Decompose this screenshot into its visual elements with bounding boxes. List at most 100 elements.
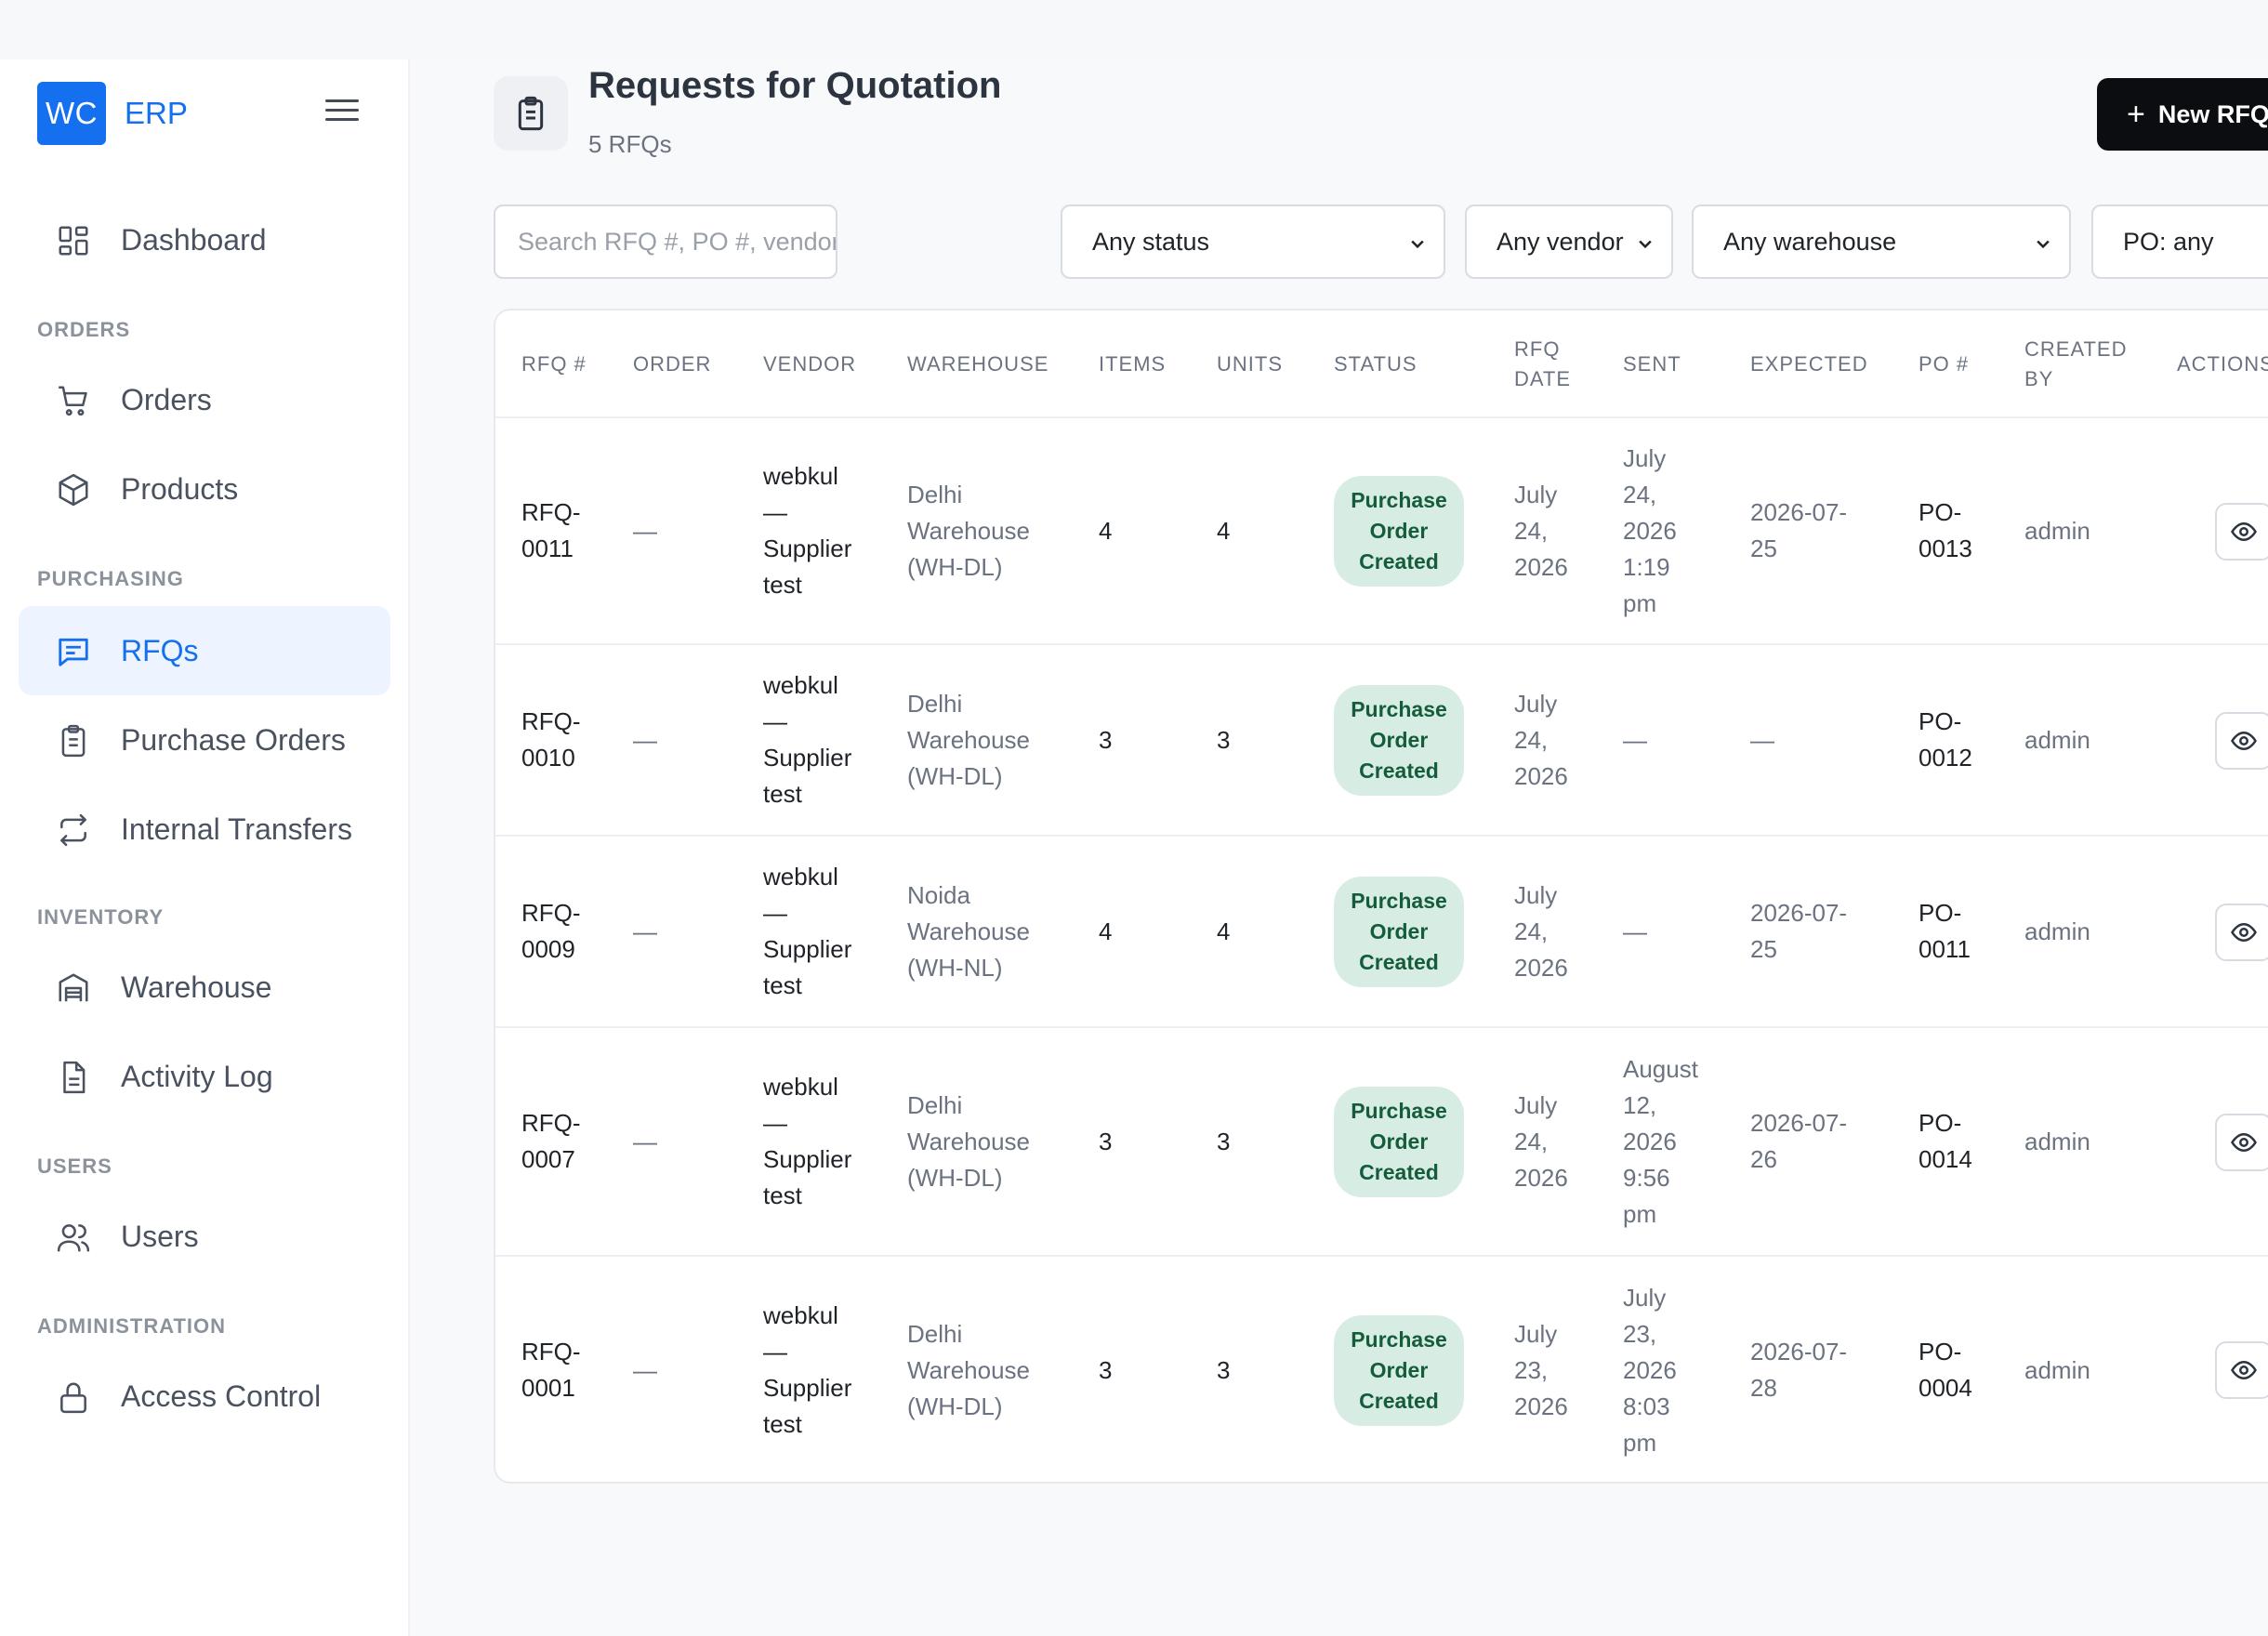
brand-logo: WC	[37, 82, 106, 145]
po-cell[interactable]: PO-0011	[1919, 899, 1971, 963]
column-header-actions: ACTIONS	[2177, 352, 2268, 376]
sidebar-item-label: Orders	[121, 382, 212, 416]
items-cell: 4	[1099, 917, 1113, 945]
sent-cell: —	[1623, 725, 1647, 754]
sidebar-item-internal-transfers[interactable]: Internal Transfers	[19, 785, 390, 874]
warehouse-cell: Delhi Warehouse (WH-DL)	[907, 689, 1030, 790]
sidebar-item-orders[interactable]: Orders	[19, 355, 390, 444]
sidebar-item-rfqs[interactable]: RFQs	[19, 606, 390, 695]
table-row[interactable]: RFQ-0007 — webkul — Supplier test Delhi …	[495, 1028, 2268, 1257]
po-cell[interactable]: PO-0004	[1919, 1338, 1972, 1402]
view-button[interactable]	[2215, 503, 2268, 561]
rfq-number[interactable]: RFQ-0009	[521, 899, 581, 963]
created-by-cell: admin	[2024, 516, 2090, 545]
new-rfq-button[interactable]: + New RFQ	[2097, 78, 2268, 151]
sidebar-item-activity-log[interactable]: Activity Log	[19, 1032, 390, 1121]
main-content: Requests for Quotation 5 RFQs + New RFQ …	[410, 59, 2268, 1636]
column-header-warehouse[interactable]: WAREHOUSE	[907, 352, 1049, 376]
column-header-po[interactable]: PO #	[1919, 352, 1970, 376]
order-cell: —	[633, 516, 657, 545]
column-header-vendor[interactable]: VENDOR	[763, 352, 857, 376]
column-header-expected[interactable]: EXPECTED	[1750, 352, 1868, 376]
status-filter-value: Any status	[1092, 227, 1210, 256]
table-row[interactable]: RFQ-0009 — webkul — Supplier test Noida …	[495, 837, 2268, 1028]
brand[interactable]: WC ERP	[37, 82, 188, 145]
column-header-rfq-date[interactable]: RFQ DATE	[1514, 337, 1572, 390]
vendor-cell: webkul — Supplier test	[763, 1073, 852, 1209]
table-row[interactable]: RFQ-0011 — webkul — Supplier test Delhi …	[495, 418, 2268, 645]
rfq-date-cell: July 24, 2026	[1514, 689, 1568, 790]
items-cell: 4	[1099, 516, 1113, 545]
vendor-cell: webkul — Supplier test	[763, 863, 852, 999]
sidebar-item-purchase-orders[interactable]: Purchase Orders	[19, 695, 390, 785]
vendor-filter-select[interactable]: Any vendor	[1465, 204, 1673, 279]
nav-section-inventory: INVENTORY	[37, 905, 165, 929]
table-row[interactable]: RFQ-0001 — webkul — Supplier test Delhi …	[495, 1257, 2268, 1482]
rfq-count: 5 RFQs	[588, 130, 672, 158]
units-cell: 3	[1217, 1355, 1231, 1384]
eye-icon	[2231, 1132, 2257, 1153]
column-header-items[interactable]: ITEMS	[1099, 352, 1167, 376]
chevron-down-icon	[1639, 240, 1652, 249]
status-filter-select[interactable]: Any status	[1061, 204, 1445, 279]
table-row[interactable]: RFQ-0010 — webkul — Supplier test Delhi …	[495, 645, 2268, 837]
sidebar-item-products[interactable]: Products	[19, 444, 390, 534]
eye-icon	[2231, 1360, 2257, 1380]
warehouse-filter-value: Any warehouse	[1723, 227, 1897, 256]
units-cell: 3	[1217, 725, 1231, 754]
menu-toggle-icon[interactable]	[325, 97, 361, 125]
sidebar-item-users[interactable]: Users	[19, 1192, 390, 1281]
page-icon	[494, 76, 568, 151]
column-header-status[interactable]: STATUS	[1334, 352, 1418, 376]
vendor-cell: webkul — Supplier test	[763, 462, 852, 599]
warehouse-cell: Delhi Warehouse (WH-DL)	[907, 480, 1030, 581]
items-cell: 3	[1099, 1355, 1113, 1384]
sidebar: WC ERP Dashboard ORDERS Orders Products …	[0, 59, 410, 1636]
view-button[interactable]	[2215, 712, 2268, 770]
users-icon	[57, 1224, 90, 1252]
browser-top-strip	[0, 0, 2268, 59]
table-header: RFQ # ORDER VENDOR WAREHOUSE ITEMS UNITS…	[495, 310, 2268, 418]
nav-section-administration: ADMINISTRATION	[37, 1314, 227, 1338]
rfq-date-cell: July 24, 2026	[1514, 1090, 1568, 1192]
nav-section-users: USERS	[37, 1154, 112, 1178]
sidebar-item-warehouse[interactable]: Warehouse	[19, 943, 390, 1032]
po-cell[interactable]: PO-0014	[1919, 1109, 1972, 1173]
vendor-cell: webkul — Supplier test	[763, 671, 852, 808]
sidebar-item-access-control[interactable]: Access Control	[19, 1352, 390, 1441]
rfq-number[interactable]: RFQ-0001	[521, 1338, 581, 1402]
sidebar-item-label: Access Control	[121, 1379, 322, 1413]
brand-name: ERP	[125, 96, 188, 130]
view-button[interactable]	[2215, 1114, 2268, 1171]
clipboard-icon	[518, 96, 544, 131]
warehouse-cell: Delhi Warehouse (WH-DL)	[907, 1319, 1030, 1420]
column-header-order[interactable]: ORDER	[633, 352, 712, 376]
column-header-units[interactable]: UNITS	[1217, 352, 1283, 376]
po-cell[interactable]: PO-0012	[1919, 707, 1972, 772]
sent-cell: July 23, 2026 8:03 pm	[1623, 1283, 1677, 1457]
message-icon	[59, 638, 88, 666]
po-cell[interactable]: PO-0013	[1919, 498, 1972, 562]
order-cell: —	[633, 725, 657, 754]
sidebar-item-label: Users	[121, 1219, 199, 1253]
search-input[interactable]: Search RFQ #, PO #, vendor, product, SKU…	[494, 204, 837, 279]
column-header-sent[interactable]: SENT	[1623, 352, 1681, 376]
search-placeholder: Search RFQ #, PO #, vendor, product, SKU…	[518, 227, 837, 256]
sidebar-item-dashboard[interactable]: Dashboard	[19, 195, 390, 284]
rfq-number[interactable]: RFQ-0010	[521, 707, 581, 772]
sent-cell: July 24, 2026 1:19 pm	[1623, 443, 1677, 617]
po-filter-select[interactable]: PO: any	[2091, 204, 2268, 279]
view-button[interactable]	[2215, 1341, 2268, 1399]
rfq-number[interactable]: RFQ-0011	[521, 498, 581, 562]
column-header-created-by[interactable]: CREATED BY	[2024, 337, 2128, 390]
view-button[interactable]	[2215, 904, 2268, 961]
warehouse-cell: Noida Warehouse (WH-NL)	[907, 880, 1030, 982]
warehouse-filter-select[interactable]: Any warehouse	[1692, 204, 2071, 279]
rfq-date-cell: July 24, 2026	[1514, 880, 1568, 982]
created-by-cell: admin	[2024, 1355, 2090, 1384]
expected-cell: 2026-07-25	[1750, 899, 1848, 963]
transfer-icon	[60, 813, 86, 847]
column-header-rfq[interactable]: RFQ #	[521, 352, 587, 376]
sidebar-item-label: Warehouse	[121, 970, 272, 1004]
rfq-number[interactable]: RFQ-0007	[521, 1109, 581, 1173]
